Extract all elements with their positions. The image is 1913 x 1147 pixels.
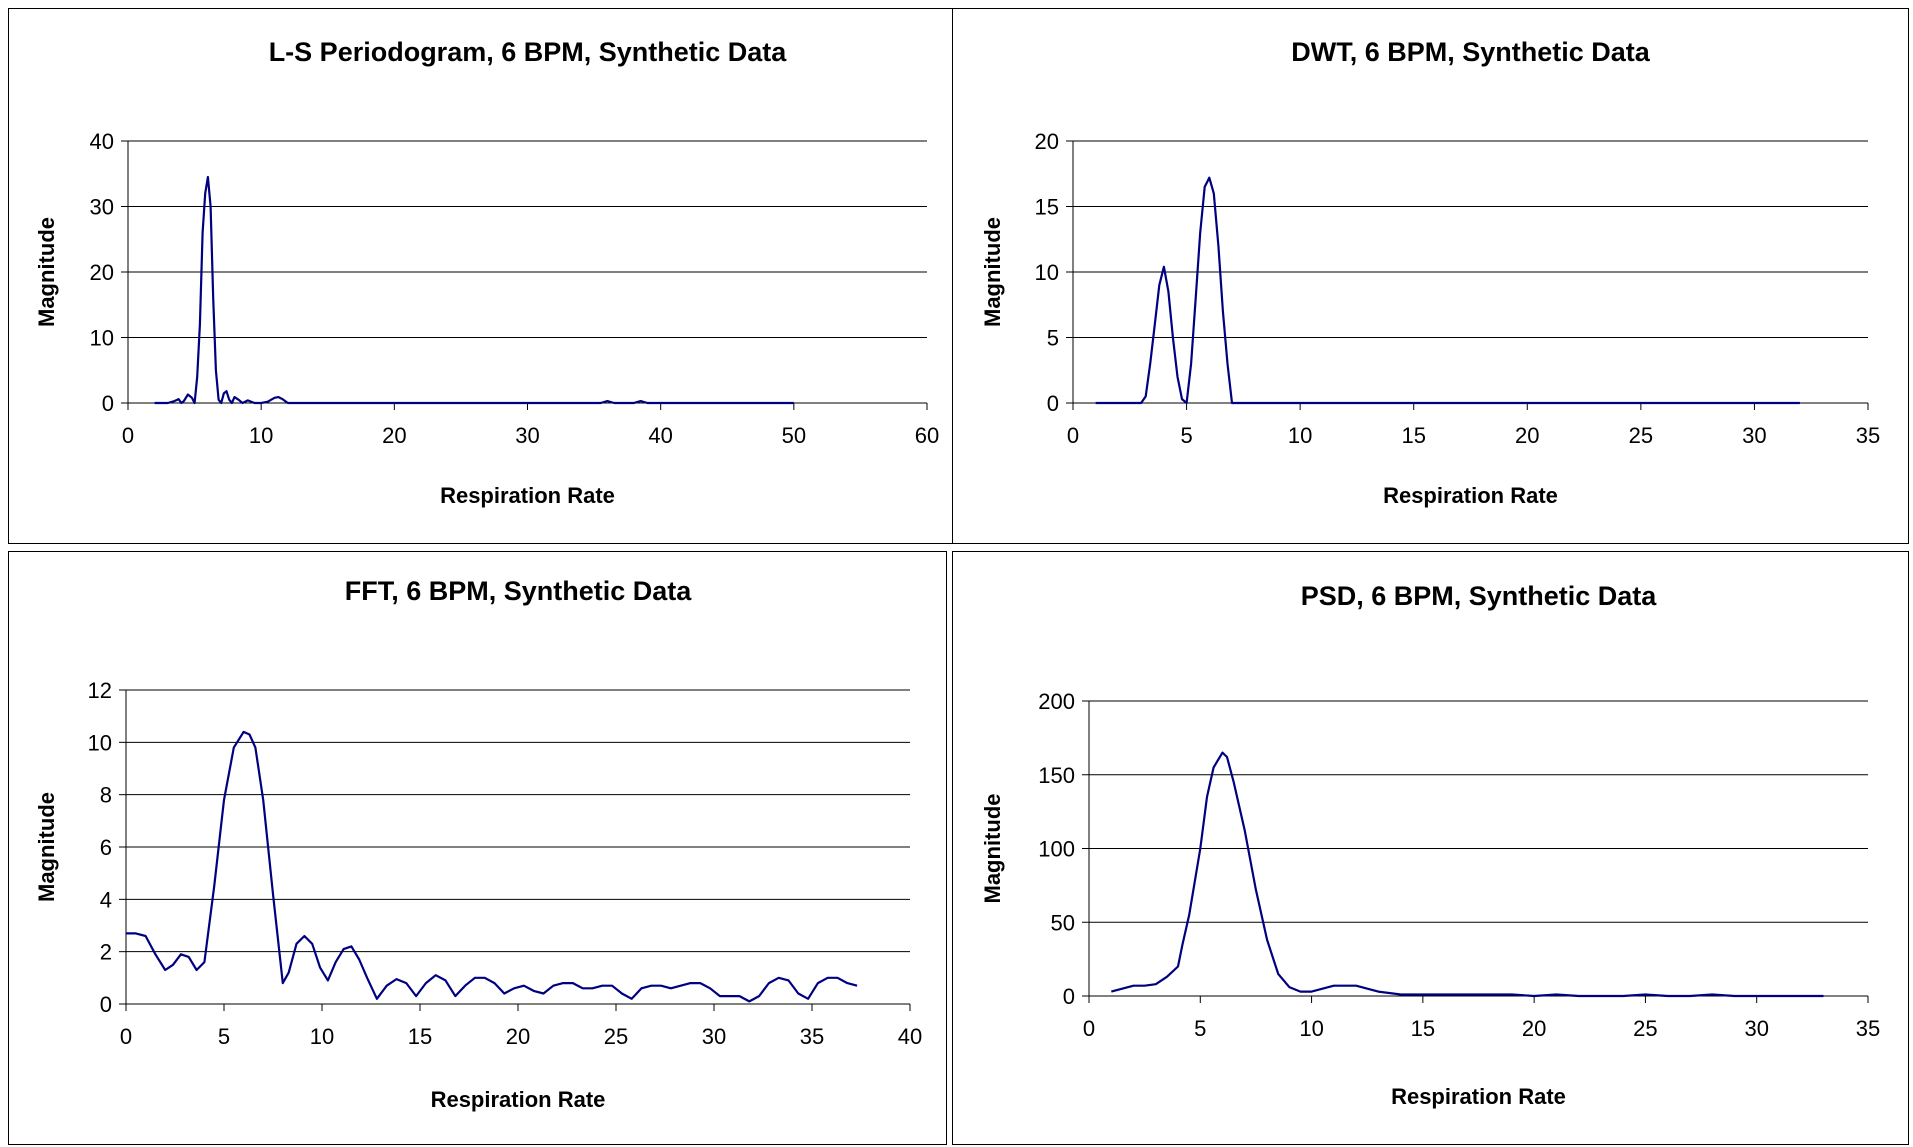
x-tick-label: 20 [506, 1024, 530, 1049]
y-tick-label: 4 [100, 887, 112, 912]
y-tick-label: 8 [100, 783, 112, 808]
chart-ls-periodogram: L-S Periodogram, 6 BPM, Synthetic Data 0 1… [34, 37, 939, 508]
series-line [154, 175, 794, 405]
y-tick-label: 5 [1047, 326, 1059, 351]
y-tick-label: 40 [90, 129, 114, 154]
x-tick-label: 35 [800, 1024, 824, 1049]
x-axis-label: Respiration Rate [431, 1087, 606, 1112]
y-axis-label: Magnitude [980, 217, 1005, 327]
x-tick-label: 20 [1522, 1016, 1546, 1041]
y-tick-label: 50 [1051, 910, 1075, 935]
x-tick-label: 30 [1742, 423, 1766, 448]
y-tick-label: 15 [1035, 195, 1059, 220]
x-tick-label: 5 [1180, 423, 1192, 448]
x-tick-label: 0 [1083, 1016, 1095, 1041]
y-tick-label: 10 [1035, 260, 1059, 285]
chart-dwt: DWT, 6 BPM, Synthetic Data 0 5 10 15 20 0 5 10 15… [980, 37, 1880, 508]
series-line [1095, 176, 1800, 405]
y-tick-label: 200 [1038, 689, 1075, 714]
x-axis-label: Respiration Rate [1383, 483, 1558, 508]
x-tick-label: 50 [782, 423, 806, 448]
x-tick-label: 10 [1299, 1016, 1323, 1041]
chart-psd: PSD, 6 BPM, Synthetic Data 0 50 100 150 200 0 5… [980, 581, 1880, 1109]
x-tick-label: 30 [515, 423, 539, 448]
x-tick-label: 20 [382, 423, 406, 448]
x-tick-label: 25 [1633, 1016, 1657, 1041]
x-axis-label: Respiration Rate [1391, 1084, 1566, 1109]
x-tick-label: 15 [1401, 423, 1425, 448]
x-tick-label: 25 [1629, 423, 1653, 448]
x-tick-label: 0 [122, 423, 134, 448]
x-tick-label: 40 [648, 423, 672, 448]
chart-panel-psd: PSD, 6 BPM, Synthetic Data 0 50 100 150 200 0 5… [952, 551, 1909, 1145]
x-tick-label: 5 [1194, 1016, 1206, 1041]
y-axis-label: Magnitude [980, 794, 1005, 904]
x-tick-label: 60 [915, 423, 939, 448]
x-axis-label: Respiration Rate [440, 483, 615, 508]
x-tick-label: 15 [1411, 1016, 1435, 1041]
x-tick-label: 35 [1856, 423, 1880, 448]
x-tick-label: 5 [218, 1024, 230, 1049]
y-axis-label: Magnitude [34, 792, 59, 902]
chart-panel-ls-periodogram: L-S Periodogram, 6 BPM, Synthetic Data 0 1… [8, 8, 953, 544]
x-tick-label: 25 [604, 1024, 628, 1049]
x-tick-label: 35 [1856, 1016, 1880, 1041]
x-tick-label: 20 [1515, 423, 1539, 448]
chart-panel-dwt: DWT, 6 BPM, Synthetic Data 0 5 10 15 20 0 5 10 15… [952, 8, 1909, 544]
y-tick-label: 10 [90, 326, 114, 351]
chart-panel-fft: FFT, 6 BPM, Synthetic Data 0 2 4 6 8 10 12 0 5 10 1… [8, 551, 947, 1145]
y-tick-label: 0 [1063, 984, 1075, 1009]
x-tick-label: 10 [310, 1024, 334, 1049]
series-line [1111, 751, 1824, 998]
series-line [126, 730, 858, 1003]
x-tick-label: 0 [120, 1024, 132, 1049]
y-tick-label: 0 [1047, 391, 1059, 416]
y-tick-label: 30 [90, 195, 114, 220]
x-tick-label: 40 [898, 1024, 922, 1049]
y-tick-label: 100 [1038, 837, 1075, 862]
x-tick-label: 15 [408, 1024, 432, 1049]
y-tick-label: 6 [100, 835, 112, 860]
x-tick-label: 30 [1744, 1016, 1768, 1041]
y-axis-label: Magnitude [34, 217, 59, 327]
chart-title: DWT, 6 BPM, Synthetic Data [1291, 37, 1651, 67]
chart-title: L-S Periodogram, 6 BPM, Synthetic Data [269, 37, 788, 67]
y-tick-label: 2 [100, 940, 112, 965]
y-tick-label: 12 [88, 678, 112, 703]
y-tick-label: 0 [100, 992, 112, 1017]
y-tick-label: 150 [1038, 763, 1075, 788]
x-tick-label: 10 [1288, 423, 1312, 448]
y-tick-label: 10 [88, 730, 112, 755]
x-tick-label: 10 [249, 423, 273, 448]
x-tick-label: 0 [1067, 423, 1079, 448]
y-tick-label: 20 [1035, 129, 1059, 154]
y-tick-label: 20 [90, 260, 114, 285]
y-tick-label: 0 [102, 391, 114, 416]
chart-title: PSD, 6 BPM, Synthetic Data [1301, 581, 1658, 611]
chart-title: FFT, 6 BPM, Synthetic Data [345, 576, 693, 606]
chart-fft: FFT, 6 BPM, Synthetic Data 0 2 4 6 8 10 12 0 5 10 1… [34, 576, 922, 1112]
x-tick-label: 30 [702, 1024, 726, 1049]
